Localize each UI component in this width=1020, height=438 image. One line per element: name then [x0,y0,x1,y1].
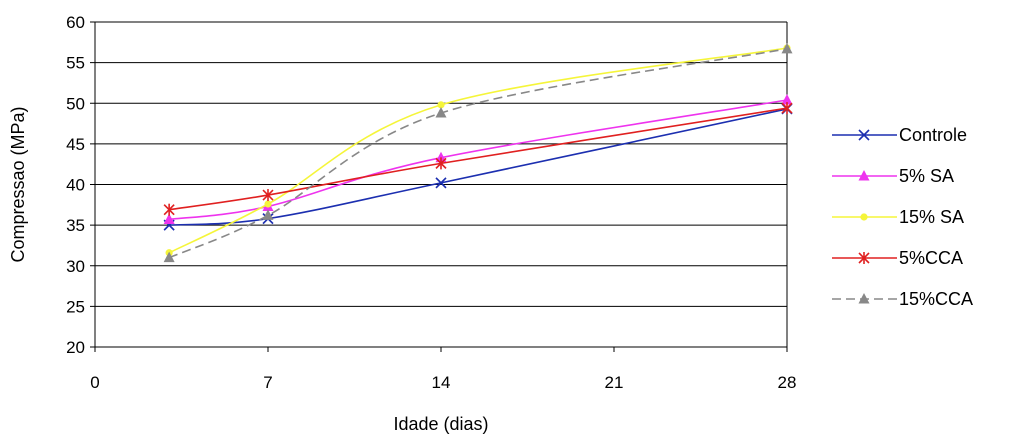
data-point-5-cca-7 [262,189,274,202]
legend-item-5-cca: 5%CCA [832,248,963,268]
y-tick-label-45: 45 [66,135,85,154]
series-line-5-cca [169,107,788,211]
y-tick-label-50: 50 [66,94,85,113]
data-point-5-cca-14 [435,157,447,170]
legend-label-15-sa: 15% SA [899,207,964,227]
y-tick-label-60: 60 [66,13,85,32]
x-tick-label-7: 7 [263,373,272,392]
series-line-15-cca [168,48,788,259]
x-axis-title: Idade (dias) [393,414,488,434]
y-tick-label-30: 30 [66,257,85,276]
x-tick-label-14: 14 [432,373,451,392]
grid-lines [95,21,787,348]
legend-label-5-sa: 5% SA [899,166,954,186]
series-lines [163,42,793,263]
data-point-15-cca-7 [262,209,274,220]
legend: Controle 5% SA 15% SA 5%CCA 15%CCA [832,125,973,309]
legend-item-15-sa: 15% SA [832,207,964,227]
data-point-5-cca-3 [163,203,175,216]
data-point-15-cca-14 [435,107,447,118]
data-point-15-sa-7 [264,200,272,208]
y-tick-label-20: 20 [66,338,85,357]
x-tick-label-0: 0 [90,373,99,392]
series-line-15-sa [168,47,788,254]
axes [90,21,788,352]
data-point-15-cca-3 [163,251,175,263]
legend-marker-15-sa [860,213,868,221]
data-point-5-sa-3 [163,213,175,224]
legend-marker-5-cca [858,252,870,264]
legend-label-15-cca: 15%CCA [899,289,973,309]
tick-labels: 20 25 30 35 40 45 50 55 60 0 7 14 21 28 [66,13,796,392]
legend-label-5-cca: 5%CCA [899,248,963,268]
y-tick-label-25: 25 [66,297,85,316]
x-tick-label-28: 28 [778,373,797,392]
legend-marker-5-sa [858,170,870,181]
data-point-5-sa-28 [781,94,793,105]
y-tick-label-35: 35 [66,216,85,235]
series-line-5-sa [169,99,788,221]
legend-item-5-sa: 5% SA [832,166,954,186]
legend-item-controle: Controle [832,125,967,145]
legend-marker-controle-stroke-b [858,129,870,141]
data-point-15-sa-14 [437,101,445,109]
legend-marker-controle [858,129,870,141]
x-tick-label-21: 21 [605,373,624,392]
data-point-15-cca-28 [781,42,793,54]
legend-marker-15-cca [858,293,870,304]
data-point-5-cca-28 [781,102,793,115]
data-point-controle-14 [435,177,447,189]
y-tick-label-40: 40 [66,176,85,195]
y-tick-label-55: 55 [66,54,85,73]
y-axis-title: Compressao (MPa) [8,106,28,262]
legend-item-15-cca: 15%CCA [832,289,973,309]
data-point-controle-14-stroke-b [435,177,447,189]
legend-label-controle: Controle [899,125,967,145]
